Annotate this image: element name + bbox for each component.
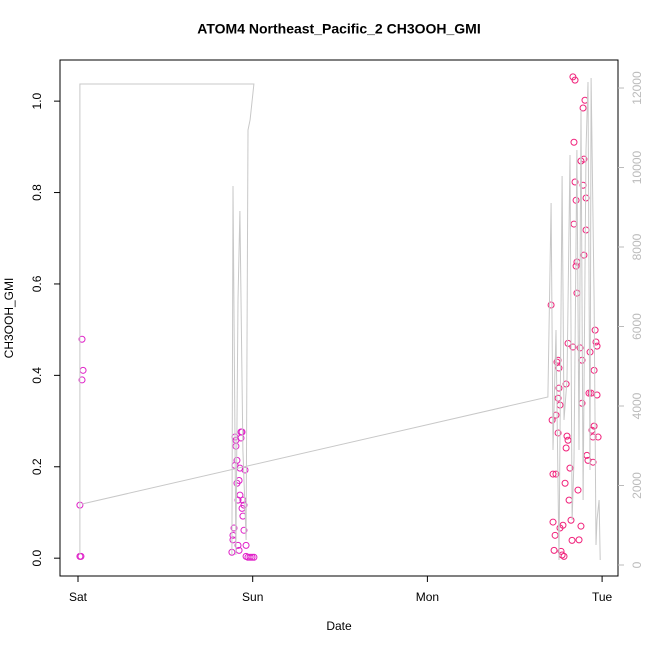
data-point (559, 521, 567, 529)
altitude-line (79, 77, 601, 561)
y2-tick-label: 12000 (630, 71, 644, 105)
y2-tick-label: 4000 (630, 392, 644, 419)
data-point (563, 432, 571, 440)
data-point (234, 541, 242, 549)
y-tick-label: 0.2 (30, 458, 44, 475)
data-point (555, 384, 563, 392)
data-point (562, 444, 570, 452)
y2-tick-label: 8000 (630, 233, 644, 260)
data-point (552, 470, 560, 478)
data-point (236, 491, 244, 499)
data-point (574, 486, 582, 494)
data-point (77, 552, 85, 560)
x-tick-label: Mon (416, 590, 439, 604)
data-point (230, 524, 238, 532)
x-tick-label: Sat (69, 590, 88, 604)
data-point (567, 516, 575, 524)
data-point (566, 464, 574, 472)
data-point (549, 518, 557, 526)
data-point (238, 428, 246, 436)
data-point (548, 416, 556, 424)
data-point (240, 501, 248, 509)
x-tick-label: Tue (592, 590, 613, 604)
data-point (579, 104, 587, 112)
y2-tick-label: 10000 (630, 151, 644, 185)
data-point (561, 479, 569, 487)
data-point (571, 178, 579, 186)
x-tick-label: Sun (242, 590, 263, 604)
data-point (554, 394, 562, 402)
y-axis-label: CH3OOH_GMI (2, 278, 16, 359)
data-point (577, 522, 585, 530)
data-point (246, 553, 254, 561)
data-point (592, 338, 600, 346)
data-point (557, 547, 565, 555)
data-point (248, 553, 256, 561)
data-point (593, 391, 601, 399)
data-point (232, 442, 240, 450)
y-tick-label: 0.6 (30, 275, 44, 292)
data-point (78, 376, 86, 384)
data-point (590, 366, 598, 374)
data-point (585, 389, 593, 397)
x-axis-label: Date (326, 619, 352, 633)
data-point (568, 536, 576, 544)
data-point (560, 552, 568, 560)
data-point (564, 436, 572, 444)
y-tick-label: 0.4 (30, 367, 44, 384)
data-point (590, 422, 598, 430)
data-point (240, 526, 248, 534)
data-point (547, 301, 555, 309)
data-point (551, 531, 559, 539)
data-point (550, 546, 558, 554)
chart-title: ATOM4 Northeast_Pacific_2 CH3OOH_GMI (197, 21, 480, 37)
y2-tick-label: 6000 (630, 313, 644, 340)
y2-tick-label: 0 (630, 561, 644, 568)
data-point (591, 326, 599, 334)
data-point (575, 536, 583, 544)
data-point (570, 138, 578, 146)
data-point (554, 429, 562, 437)
data-point (555, 364, 563, 372)
data-point (569, 343, 577, 351)
plot-frame (59, 59, 619, 577)
data-point (242, 541, 250, 549)
data-point (549, 470, 557, 478)
y-tick-label: 0.8 (30, 184, 44, 201)
data-point (571, 76, 579, 84)
data-point (78, 335, 86, 343)
data-point (250, 553, 258, 561)
y-tick-label: 0.0 (30, 550, 44, 567)
y-tick-label: 1.0 (30, 92, 44, 109)
data-point (580, 251, 588, 259)
y2-tick-label: 2000 (630, 472, 644, 499)
